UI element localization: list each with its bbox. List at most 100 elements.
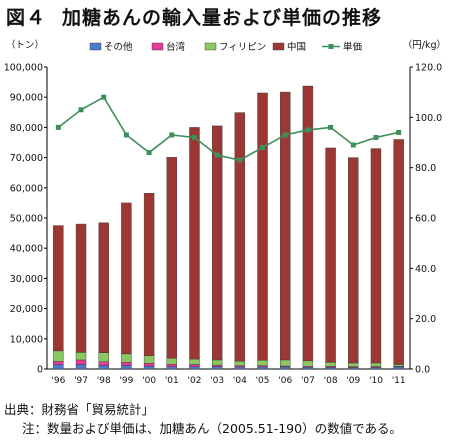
bar-sonota (166, 366, 177, 370)
left-y-tick-label: 80,000 (10, 123, 43, 134)
right-y-tick-label: 100.0 (415, 113, 442, 124)
bar-sonota (393, 366, 404, 370)
left-y-tick-label: 60,000 (10, 183, 43, 194)
right-y-tick-label: 120.0 (415, 63, 442, 74)
x-tick-label: '10 (369, 376, 383, 386)
right-y-tick-label: 60.0 (415, 214, 436, 225)
bar-philippines (189, 358, 200, 365)
legend-swatch-sonota (89, 42, 102, 51)
bar-philippines (53, 350, 64, 362)
bar-philippines (370, 362, 382, 367)
bar-philippines (257, 360, 268, 366)
left-y-tick-label: 70,000 (10, 153, 43, 164)
x-tick-label: '97 (74, 376, 88, 386)
legend-label-sonota: その他 (104, 41, 133, 53)
bar-sonota (211, 366, 223, 370)
source-note: 出典：財務省「貿易統計」 (4, 402, 154, 418)
bar-sonota (348, 367, 359, 370)
bar-taiwan (121, 362, 132, 366)
bar-china (166, 157, 177, 359)
legend-marker-unit-price (328, 44, 334, 49)
right-y-tick-label: 80.0 (415, 163, 436, 174)
bar-china (121, 202, 132, 355)
bar-sonota (325, 366, 336, 370)
unit-price-point (350, 142, 356, 148)
right-y-tick-label: 20.0 (415, 314, 436, 325)
figure-number: 図４ (6, 7, 47, 29)
bar-philippines (393, 364, 404, 367)
left-y-tick-label: 20,000 (10, 304, 43, 315)
bar-taiwan (53, 361, 64, 365)
bar-sonota (53, 364, 64, 370)
x-tick-label: '02 (188, 376, 202, 386)
bar-sonota (98, 365, 109, 370)
bar-sonota (234, 366, 246, 370)
left-y-tick-label: 40,000 (10, 244, 43, 255)
unit-price-point (78, 107, 84, 113)
bar-philippines (75, 352, 87, 361)
bar-china (234, 112, 246, 362)
unit-price-point (146, 150, 152, 156)
left-y-tick-label: 0 (37, 365, 43, 376)
bar-sonota (143, 365, 155, 370)
x-tick-label: '99 (119, 376, 133, 386)
x-tick-label: '08 (324, 376, 338, 386)
bar-philippines (280, 359, 291, 367)
bar-china (211, 125, 223, 361)
source-text: 財務省「貿易統計」 (41, 402, 155, 417)
bar-china (53, 225, 64, 352)
x-tick-label: '96 (51, 376, 65, 386)
x-tick-label: '00 (142, 376, 156, 386)
unit-price-point (328, 124, 334, 130)
x-tick-label: '01 (165, 376, 179, 386)
source-label: 出典： (4, 402, 42, 417)
unit-price-line (57, 96, 399, 161)
right-y-tick-label: 40.0 (415, 264, 436, 275)
bar-taiwan (189, 364, 200, 367)
right-y-unit-label: （円/kg） (403, 39, 446, 51)
footnote: 注：数量および単価は、加糖あん（2005.51-190）の数値である。 (8, 421, 402, 437)
x-tick-label: '07 (301, 376, 315, 386)
footnote-text: 数量および単価は、加糖あん（2005.51-190）の数値である。 (47, 421, 402, 436)
bar-philippines (234, 360, 246, 366)
x-tick-label: '03 (210, 376, 224, 386)
bar-sonota (75, 364, 87, 370)
right-y-tick-label: 0.0 (415, 365, 430, 376)
footnote-label: 注： (22, 421, 48, 436)
chart-title: 図４ 加糖あんの輸入量および単価の推移 (6, 4, 446, 32)
x-tick-label: '11 (392, 376, 406, 386)
bar-china (325, 147, 336, 363)
bar-china (189, 127, 200, 360)
bar-sonota (280, 366, 291, 370)
left-y-unit-label: （トン） (6, 39, 44, 51)
bar-china (348, 157, 359, 364)
bar-taiwan (75, 359, 87, 365)
bar-philippines (302, 360, 314, 367)
left-y-tick-label: 10,000 (10, 334, 43, 345)
legend-swatch-taiwan (151, 42, 164, 51)
bar-taiwan (143, 363, 155, 367)
bar-china (98, 222, 109, 353)
bar-sonota (189, 366, 200, 370)
unit-price-point (169, 132, 175, 138)
bar-china (370, 148, 382, 364)
bar-taiwan (98, 361, 109, 366)
left-y-tick-label: 30,000 (10, 274, 43, 285)
bar-china (143, 193, 155, 356)
bar-china (257, 92, 268, 361)
unit-price-point (123, 132, 129, 138)
x-tick-label: '09 (346, 376, 360, 386)
bar-china (393, 139, 404, 365)
legend-swatch-china (272, 42, 285, 51)
legend-swatch-philippines (204, 42, 217, 51)
figure-title-text: 加糖あんの輸入量および単価の推移 (62, 7, 383, 29)
unit-price-point (373, 134, 379, 140)
bar-taiwan (166, 363, 177, 367)
bar-china (75, 223, 87, 353)
legend-label-philippines: フィリピン (219, 42, 266, 53)
bar-philippines (166, 357, 177, 365)
unit-price-point (260, 145, 266, 151)
bar-sonota (257, 366, 268, 370)
legend-label-taiwan: 台湾 (166, 41, 186, 53)
bar-china (280, 91, 291, 361)
